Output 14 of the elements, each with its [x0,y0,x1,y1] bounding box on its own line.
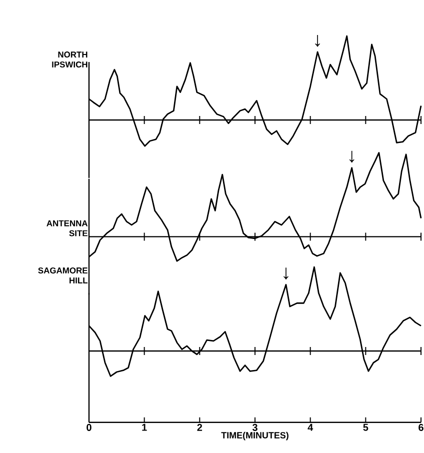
x-tick-label: 1 [142,424,147,431]
x-tick-label: 4 [308,424,314,431]
text: SAGAMORE HILL [38,267,88,284]
x-tick-label: 5 [363,424,368,431]
x-tick-label: 0 [86,424,92,431]
annotation: ↓ [315,34,320,47]
text: NORTH IPSWICH [52,52,88,68]
x-tick-label: 6 [418,424,424,431]
x-tick-label: 3 [252,424,258,431]
annotation: ↓ [349,150,354,163]
series-label: ANTENNA SITE [46,220,88,236]
x-tick-label: 2 [197,424,202,431]
x-axis-title: TIME(MINUTES) [221,432,288,440]
annotation: ↓ [284,268,288,280]
